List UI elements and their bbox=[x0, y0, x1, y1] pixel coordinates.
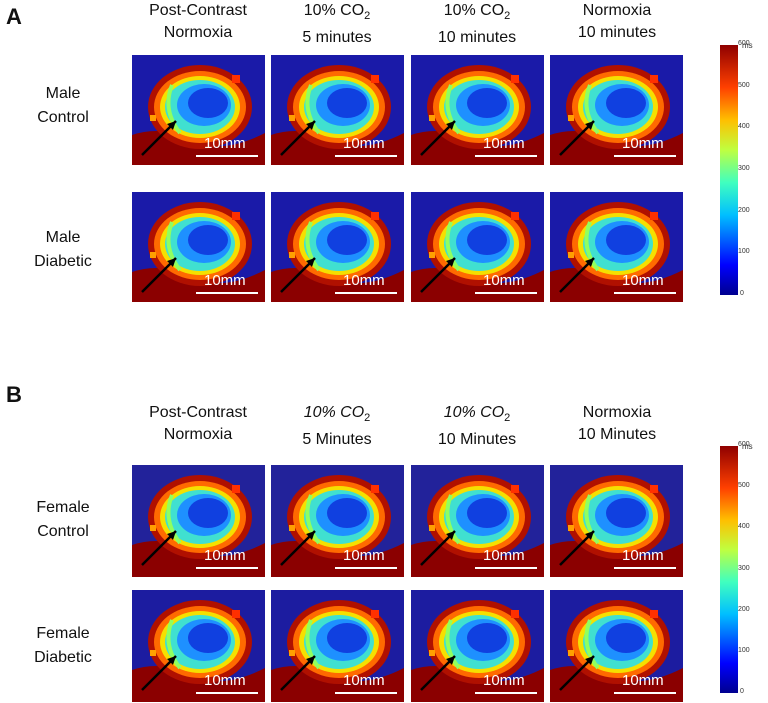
scale-bar bbox=[335, 292, 397, 294]
colorbar-tick-label: 200 bbox=[738, 605, 750, 613]
colorbar-tick-label: 0 bbox=[740, 688, 744, 695]
scale-bar bbox=[335, 155, 397, 157]
scale-bar bbox=[614, 692, 676, 694]
scale-bar bbox=[335, 692, 397, 694]
column-header: Normoxia 10 Minutes bbox=[577, 404, 657, 443]
colorbar-unit: ms bbox=[742, 41, 753, 50]
scale-bar bbox=[475, 292, 537, 294]
scale-bar bbox=[196, 155, 258, 157]
scale-bar bbox=[614, 292, 676, 294]
cardiac-t1-map-image: 10mm bbox=[132, 192, 265, 302]
column-header: 10% CO2 10 minutes bbox=[437, 2, 517, 47]
scale-bar-label: 10mm bbox=[483, 135, 525, 152]
cardiac-t1-map-image: 10mm bbox=[132, 55, 265, 165]
scale-bar bbox=[475, 692, 537, 694]
scale-bar-label: 10mm bbox=[204, 672, 246, 689]
colorbar-tick-label: 0 bbox=[740, 290, 744, 297]
column-header: 10% CO2 5 minutes bbox=[302, 2, 372, 47]
cardiac-t1-map-image: 10mm bbox=[132, 590, 265, 702]
scale-bar bbox=[614, 567, 676, 569]
scale-bar-label: 10mm bbox=[204, 135, 246, 152]
colorbar-tick-label: 500 bbox=[738, 81, 750, 89]
scale-bar-label: 10mm bbox=[483, 547, 525, 564]
scale-bar bbox=[196, 292, 258, 294]
cardiac-t1-map-image: 10mm bbox=[132, 465, 265, 577]
colorbar-tick-label: 100 bbox=[738, 646, 750, 654]
colorbar-tick-label: 500 bbox=[738, 482, 750, 490]
cardiac-t1-map-image: 10mm bbox=[550, 192, 683, 302]
scale-bar-label: 10mm bbox=[622, 672, 664, 689]
colorbar-tick-label: 600 bbox=[738, 441, 750, 448]
scale-bar-label: 10mm bbox=[622, 547, 664, 564]
scale-bar-label: 10mm bbox=[483, 272, 525, 289]
column-header: Post-Contrast Normoxia bbox=[149, 2, 247, 41]
cardiac-t1-map-image: 10mm bbox=[550, 590, 683, 702]
row-label: Male Diabetic bbox=[34, 229, 92, 270]
column-header: Normoxia 10 minutes bbox=[577, 2, 657, 41]
cardiac-t1-map-image: 10mm bbox=[411, 55, 544, 165]
cardiac-t1-map-image: 10mm bbox=[550, 55, 683, 165]
scale-bar bbox=[614, 155, 676, 157]
cardiac-t1-map-image: 10mm bbox=[411, 465, 544, 577]
panel-letter-b: B bbox=[6, 382, 22, 407]
scale-bar-label: 10mm bbox=[204, 272, 246, 289]
cardiac-t1-map-image: 10mm bbox=[411, 192, 544, 302]
column-header: Post-Contrast Normoxia bbox=[149, 404, 247, 443]
panel-letter-a: A bbox=[6, 4, 22, 29]
scale-bar-label: 10mm bbox=[343, 135, 385, 152]
cardiac-t1-map-image: 10mm bbox=[550, 465, 683, 577]
cardiac-t1-map-image: 10mm bbox=[271, 192, 404, 302]
colorbar-a bbox=[720, 45, 738, 295]
colorbar-tick-label: 600 bbox=[738, 40, 750, 47]
column-header: 10% CO2 5 Minutes bbox=[302, 404, 372, 449]
scale-bar-label: 10mm bbox=[343, 547, 385, 564]
scale-bar-label: 10mm bbox=[204, 547, 246, 564]
colorbar-unit: ms bbox=[742, 442, 753, 451]
scale-bar bbox=[475, 567, 537, 569]
colorbar-tick-label: 100 bbox=[738, 248, 750, 256]
row-label: Female Control bbox=[36, 499, 90, 540]
row-label: Male Control bbox=[37, 85, 89, 126]
cardiac-t1-map-image: 10mm bbox=[271, 590, 404, 702]
colorbar-tick-label: 400 bbox=[738, 523, 750, 531]
colorbar-tick-label: 400 bbox=[738, 123, 750, 131]
cardiac-t1-map-image: 10mm bbox=[271, 55, 404, 165]
cardiac-t1-map-image: 10mm bbox=[411, 590, 544, 702]
colorbar-tick-label: 300 bbox=[738, 564, 750, 572]
scale-bar-label: 10mm bbox=[622, 135, 664, 152]
colorbar-b bbox=[720, 446, 738, 693]
cardiac-t1-map-image: 10mm bbox=[271, 465, 404, 577]
colorbar-tick-label: 200 bbox=[738, 206, 750, 214]
row-label: Female Diabetic bbox=[34, 625, 92, 666]
column-header: 10% CO2 10 Minutes bbox=[437, 404, 517, 449]
scale-bar bbox=[475, 155, 537, 157]
scale-bar-label: 10mm bbox=[343, 272, 385, 289]
scale-bar-label: 10mm bbox=[483, 672, 525, 689]
scale-bar-label: 10mm bbox=[622, 272, 664, 289]
scale-bar bbox=[196, 567, 258, 569]
colorbar-tick-label: 300 bbox=[738, 165, 750, 172]
scale-bar bbox=[196, 692, 258, 694]
scale-bar bbox=[335, 567, 397, 569]
scale-bar-label: 10mm bbox=[343, 672, 385, 689]
